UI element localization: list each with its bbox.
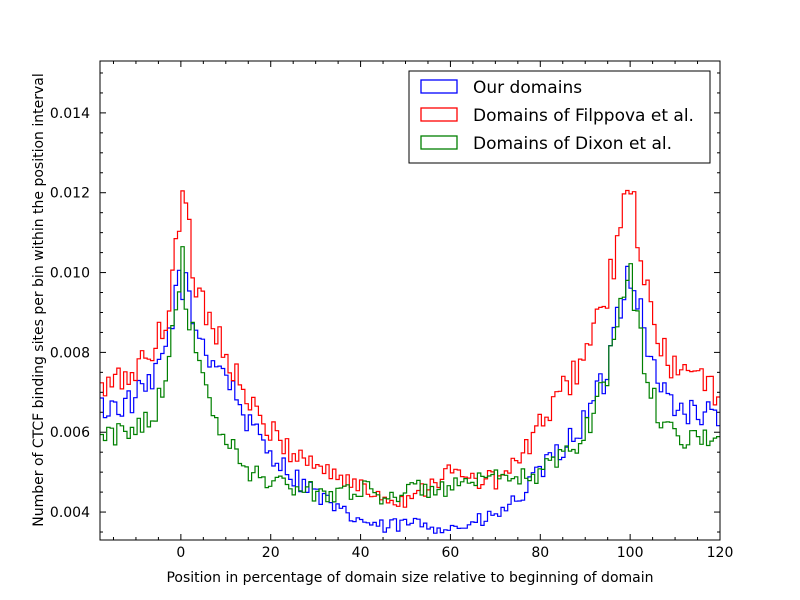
- x-axis-label: Position in percentage of domain size re…: [166, 570, 653, 586]
- legend-label-filppova: Domains of Filppova et al.: [473, 106, 694, 126]
- x-tick-label: 40: [352, 545, 370, 561]
- y-tick-label: 0.012: [50, 186, 90, 202]
- y-axis-label: Number of CTCF binding sites per bin wit…: [31, 73, 47, 527]
- y-tick-label: 0.004: [50, 505, 90, 521]
- legend-frame: [408, 70, 711, 164]
- series-layer: [100, 189, 720, 534]
- legend-swatch-dixon: [420, 135, 458, 150]
- legend-label-dixon: Domains of Dixon et al.: [473, 134, 672, 154]
- series-line-1: [100, 189, 720, 508]
- x-tick-label: 120: [707, 545, 734, 561]
- series-line-0: [100, 265, 720, 534]
- x-tick-label: 100: [617, 545, 644, 561]
- series-line-2: [100, 246, 720, 505]
- legend-swatch-our-domains: [420, 79, 458, 94]
- ticks-layer: 0 20 40 60 80 100 120 0.004 0.006 0.008 0.010 0.012…: [50, 61, 733, 561]
- x-tick-label: 0: [176, 545, 185, 561]
- legend: Our domains Domains of Filppova et al. D…: [408, 70, 711, 164]
- x-tick-label: 20: [262, 545, 280, 561]
- x-tick-label: 60: [442, 545, 460, 561]
- legend-label-our-domains: Our domains: [473, 78, 582, 98]
- y-tick-label: 0.010: [50, 266, 90, 282]
- y-tick-label: 0.006: [50, 425, 90, 441]
- x-tick-label: 80: [531, 545, 549, 561]
- y-tick-label: 0.014: [50, 106, 90, 122]
- legend-swatch-filppova: [420, 107, 458, 122]
- plot-frame: [99, 60, 721, 541]
- y-tick-label: 0.008: [50, 345, 90, 361]
